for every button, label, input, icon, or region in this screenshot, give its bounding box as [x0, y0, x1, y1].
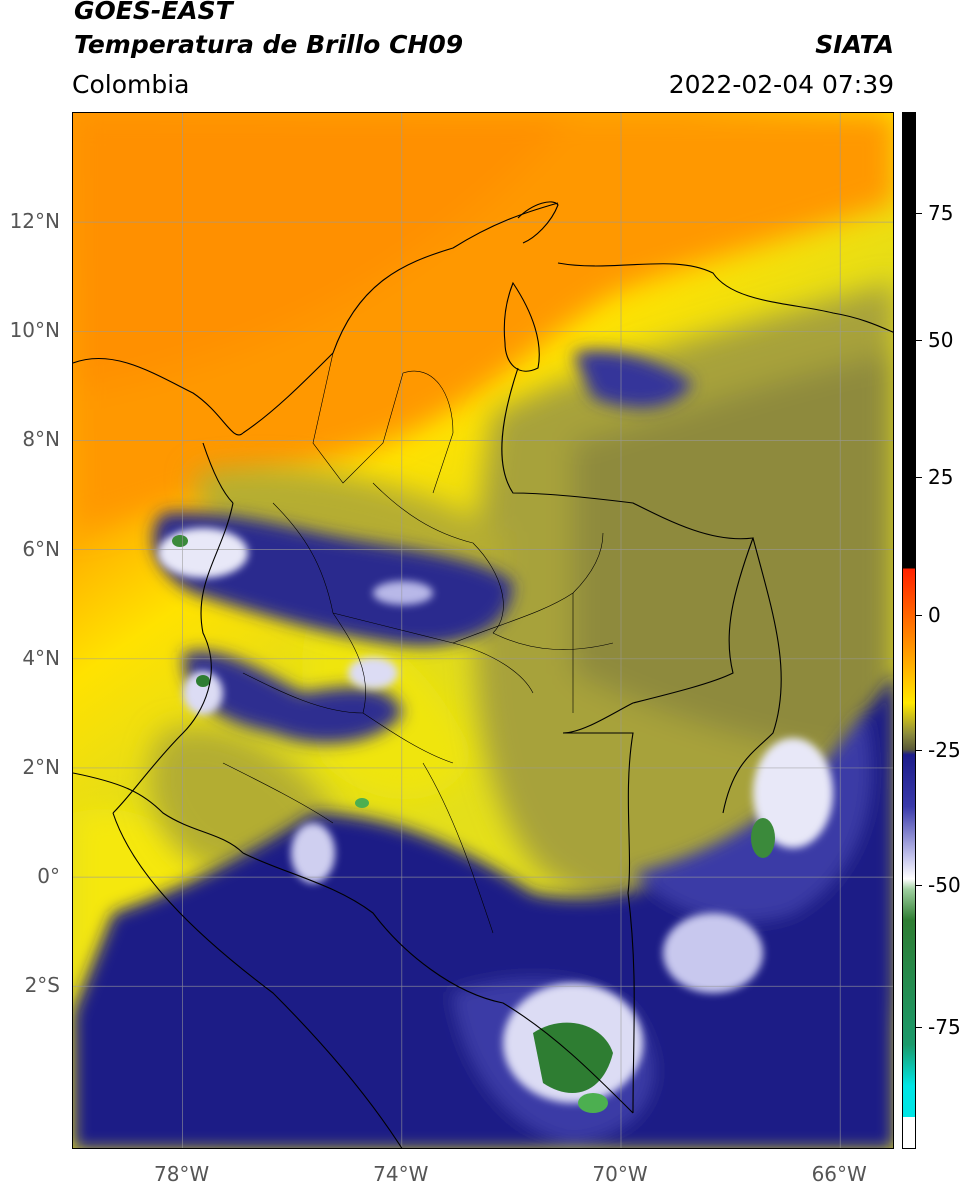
lat-label: 2°N [22, 754, 60, 779]
ecuador-peru-border [112, 812, 403, 1148]
lat-label: 8°N [22, 427, 60, 452]
lon-label: 66°W [811, 1162, 867, 1186]
lat-label: 12°N [9, 209, 60, 234]
colombia-brazil-border [563, 732, 635, 1114]
lon-label: 74°W [373, 1162, 429, 1186]
colorbar-label: -25 [928, 737, 961, 762]
lat-label: 6°N [22, 536, 60, 561]
map-canvas [73, 113, 893, 1148]
overshooting-tops [172, 535, 775, 1113]
colorbar-tick [916, 339, 922, 341]
satellite-map [72, 112, 894, 1149]
colorbar-tick [916, 1027, 922, 1029]
guajira-peninsula [517, 201, 559, 244]
colorbar-label: 50 [928, 327, 954, 352]
colombia-venezuela-border [501, 367, 754, 734]
lat-label: 4°N [22, 645, 60, 670]
colombia-panama-border [202, 442, 234, 504]
country-borders [73, 201, 893, 1148]
lat-label: 2°S [24, 973, 60, 998]
colorbar-label: 0 [928, 602, 941, 627]
title-line1: GOES-EAST [74, 0, 233, 25]
colombia-caribbean-coast [242, 202, 559, 434]
panama-coast [73, 357, 244, 436]
org-label: SIATA [815, 30, 894, 59]
colorbar-tick [916, 476, 922, 478]
colorbar-label: -50 [928, 872, 961, 897]
maracaibo-lake [503, 281, 540, 372]
colorbar-label: 75 [928, 201, 954, 226]
lon-label: 70°W [592, 1162, 648, 1186]
colombia-peru-border [242, 852, 634, 1114]
colorbar-tick [916, 884, 922, 886]
department-borders [222, 352, 614, 934]
gridlines [73, 113, 893, 1148]
colorbar-tick [916, 213, 922, 215]
lat-label: 0° [37, 864, 60, 889]
colorbar-label: -75 [928, 1015, 961, 1040]
lon-label: 78°W [153, 1162, 210, 1186]
colorbar [902, 112, 916, 1149]
venezuela-coast [557, 262, 893, 333]
colombia-ecuador-border [73, 772, 244, 854]
lat-label: 10°N [9, 318, 60, 343]
title-line2: Temperatura de Brillo CH09 [74, 30, 464, 59]
datetime-label: 2022-02-04 07:39 [668, 70, 894, 99]
colorbar-tick [916, 614, 922, 616]
pacific-coast [112, 502, 234, 814]
region-label: Colombia [72, 70, 190, 99]
venezuela-brazil-border [722, 537, 782, 814]
colorbar-label: 25 [928, 464, 954, 489]
colorbar-tick [916, 749, 922, 751]
